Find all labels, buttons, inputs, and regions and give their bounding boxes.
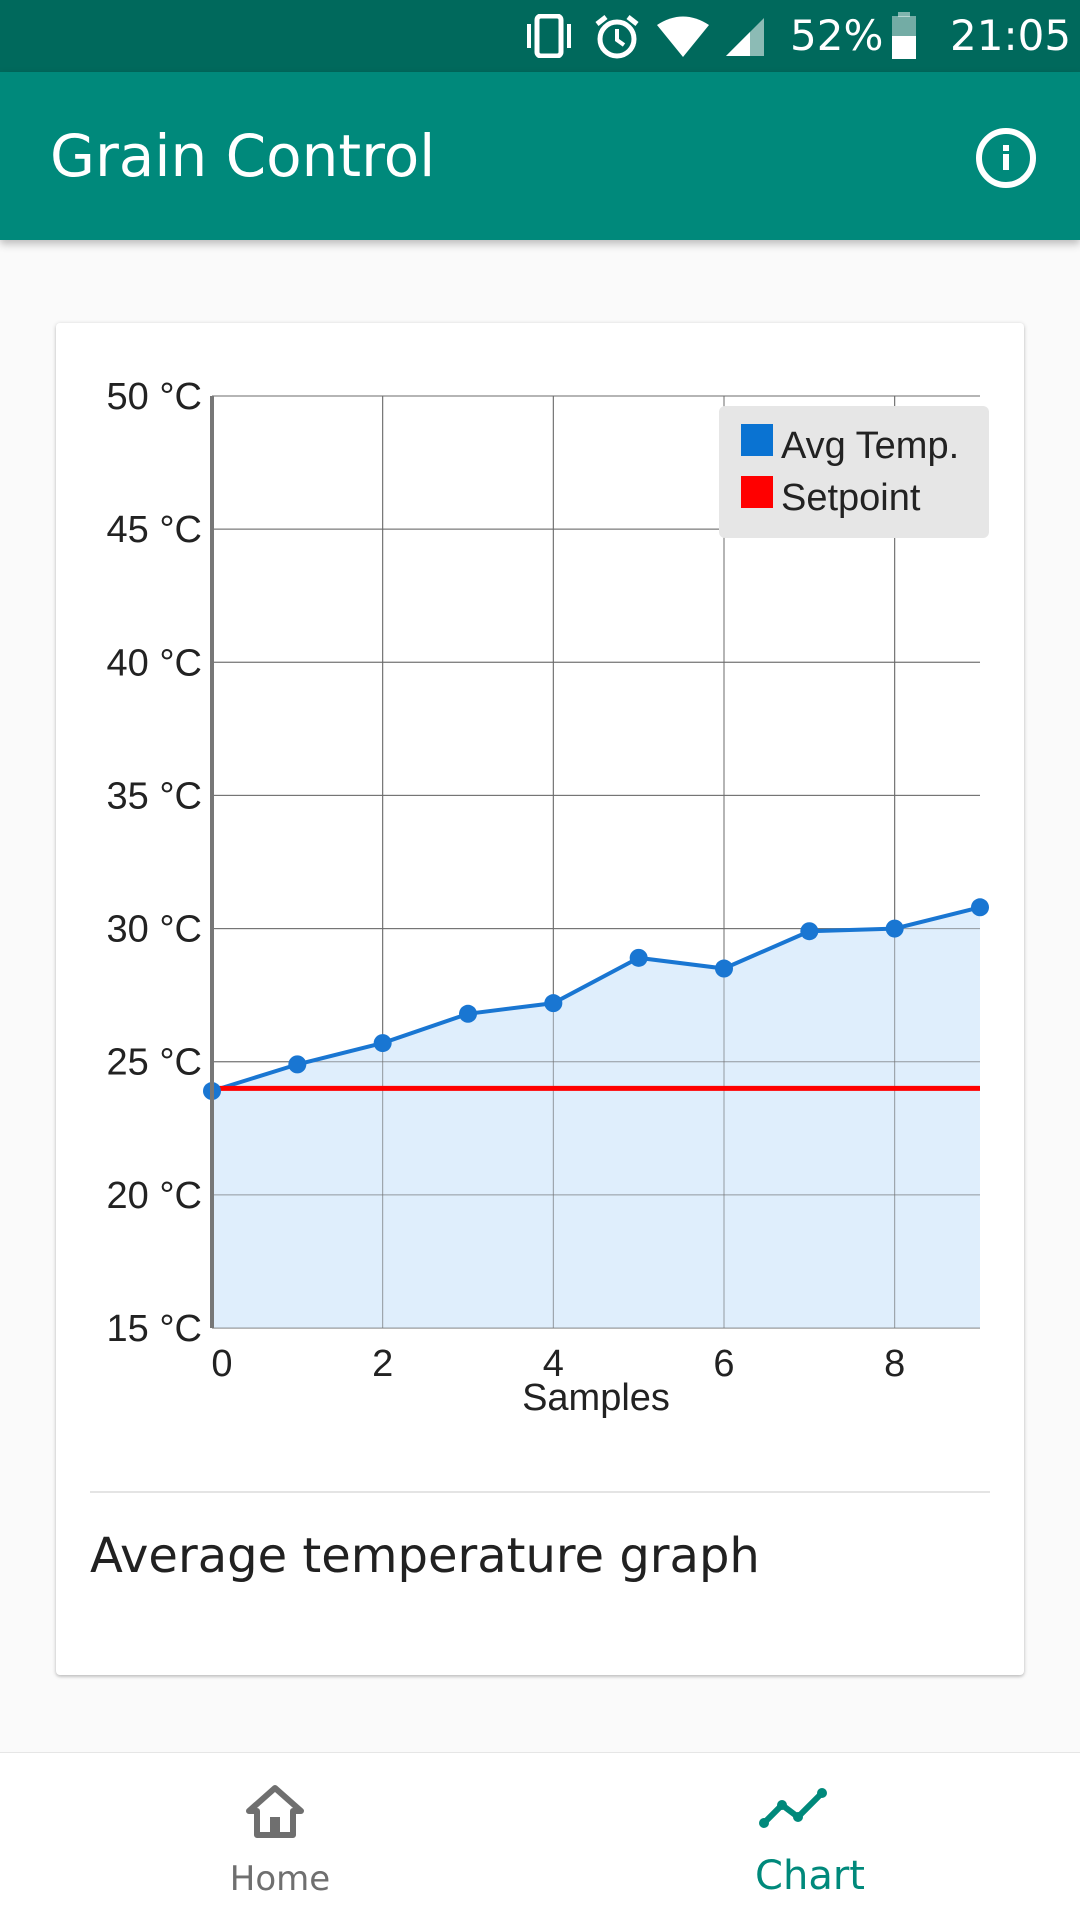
x-tick-label: 4 (543, 1343, 564, 1385)
status-bar: 52% 21:05 (0, 0, 1080, 72)
y-tick-label: 25 °C (107, 1042, 202, 1084)
avg-temp-point (885, 919, 904, 938)
avg-temp-point (373, 1034, 392, 1053)
y-tick-label: 15 °C (107, 1308, 202, 1350)
home-icon (246, 1785, 304, 1838)
y-tick-label: 50 °C (107, 376, 202, 418)
card-divider (90, 1491, 990, 1493)
wifi-icon (657, 16, 709, 57)
nav-home-label: Home (229, 1859, 331, 1899)
temperature-chart: 15 °C 20 °C 25 °C 30 °C 35 °C 40 °C 45 °C 50 °C… (107, 376, 989, 1419)
card-title: Average temperature graph (90, 1528, 760, 1584)
y-tick-label: 40 °C (107, 642, 202, 684)
chart-card: 15 °C 20 °C 25 °C 30 °C 35 °C 40 °C 45 °C 50 °C… (56, 323, 1024, 1675)
nav-chart[interactable]: Chart (540, 1753, 1080, 1921)
avg-temp-point (800, 922, 819, 941)
x-tick-label: 2 (372, 1343, 393, 1385)
y-tick-label: 45 °C (107, 509, 202, 551)
legend-swatch (741, 424, 773, 456)
info-icon (1003, 145, 1009, 170)
avg-temp-point (971, 898, 989, 917)
battery-percent: 52% (790, 11, 884, 60)
avg-temp-point (459, 1004, 477, 1023)
clock: 21:05 (950, 11, 1072, 60)
app-bar: Grain Control (0, 72, 1080, 240)
avg-temp-point (715, 959, 733, 978)
avg-temp-area (212, 907, 980, 1328)
info-button[interactable] (976, 128, 1036, 188)
legend-label: Setpoint (781, 477, 921, 519)
nav-home[interactable]: Home (10, 1753, 550, 1921)
avg-temp-point (288, 1055, 307, 1074)
y-tick-label: 30 °C (107, 909, 202, 951)
legend-box (719, 406, 989, 538)
y-tick-label: 35 °C (107, 775, 202, 817)
bottom-navigation: Home Chart (0, 1752, 1080, 1921)
x-tick-label: 0 (211, 1343, 232, 1385)
app-title: Grain Control (50, 122, 436, 190)
avg-temp-point (629, 948, 648, 967)
x-axis-label: Samples (522, 1377, 670, 1419)
x-tick-label: 6 (713, 1343, 734, 1385)
avg-temp-point (544, 994, 563, 1013)
vibrate-icon (527, 14, 571, 58)
nav-chart-label: Chart (755, 1853, 865, 1899)
chart-icon (759, 1788, 827, 1828)
alarm-icon (595, 15, 639, 59)
y-tick-label: 20 °C (107, 1175, 202, 1217)
signal-icon (726, 18, 764, 56)
avg-temp-line (211, 905, 981, 1093)
legend-label: Avg Temp. (781, 425, 959, 467)
x-tick-label: 8 (884, 1343, 905, 1385)
legend-swatch (741, 476, 773, 508)
battery-icon (892, 12, 916, 59)
